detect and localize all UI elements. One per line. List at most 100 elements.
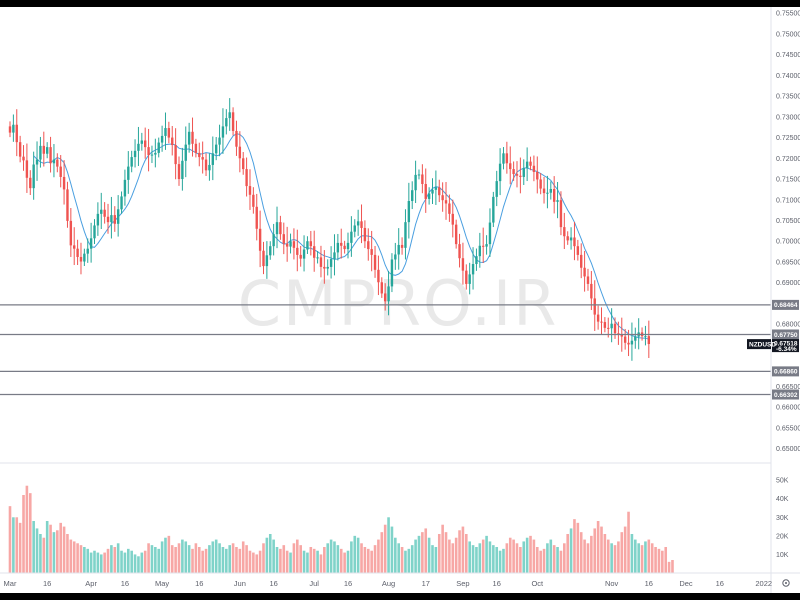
volume-bar	[299, 545, 302, 573]
settings-gear-icon[interactable]	[782, 579, 790, 587]
candle-body	[299, 254, 302, 259]
candle	[147, 128, 150, 172]
candle	[306, 236, 309, 254]
volume-bar	[32, 521, 35, 573]
time-tick-label: 16	[195, 579, 203, 588]
candle-body	[600, 321, 603, 323]
candle-body	[532, 165, 536, 172]
volume-bar	[400, 547, 404, 573]
candle	[8, 121, 12, 138]
candle	[512, 161, 515, 181]
level-price-tag-box	[772, 329, 799, 340]
volume-bar	[157, 548, 161, 573]
candle-body	[427, 193, 431, 199]
volume-bar	[437, 534, 441, 573]
volume-bar	[610, 543, 613, 573]
volume-bar	[566, 534, 569, 573]
volume-bar	[424, 528, 428, 573]
horizontal-levels[interactable]	[0, 304, 771, 396]
volume-bar	[441, 524, 444, 573]
candle	[383, 283, 387, 311]
volume-bar	[661, 550, 664, 573]
volume-bar	[12, 517, 15, 573]
volume-bar	[201, 550, 204, 573]
volume-bar	[174, 547, 177, 573]
candle-body	[184, 144, 187, 161]
volume-bar	[59, 522, 62, 573]
volume-bar	[137, 556, 140, 573]
candle-body	[586, 276, 590, 284]
candle	[49, 136, 52, 173]
candle	[475, 248, 478, 271]
candle	[566, 231, 569, 245]
volume-bar	[620, 532, 624, 573]
volume-bar	[96, 552, 100, 573]
volume-bar	[231, 543, 235, 573]
candle	[387, 270, 390, 316]
candle-body	[83, 253, 86, 262]
volume-bar	[289, 552, 292, 573]
candle	[427, 187, 431, 205]
volume-bar	[204, 548, 208, 573]
candle-body	[495, 181, 498, 197]
candle	[248, 169, 252, 210]
volume-tick-label: 10K	[776, 552, 789, 559]
candle-body	[231, 112, 235, 131]
volume-bar	[535, 547, 539, 573]
price-axis[interactable]: 0.75500 0.75000 0.74500 0.74000 0.73500 0.730…	[776, 11, 800, 453]
candle	[184, 126, 187, 178]
candle	[509, 146, 512, 185]
volume-bar	[627, 511, 630, 573]
candle	[613, 317, 617, 339]
candle	[340, 228, 343, 259]
volume-bar	[160, 541, 164, 573]
candle-body	[536, 171, 539, 180]
candle	[140, 132, 144, 151]
volume-bar	[410, 545, 414, 573]
volume-axis: 50K 40K 30K 20K 10K	[776, 478, 789, 559]
volume-bar	[363, 547, 367, 573]
candle	[323, 250, 326, 284]
volume-bar	[468, 541, 471, 573]
candle	[228, 98, 231, 131]
candle	[424, 168, 427, 213]
volume-bar	[133, 554, 137, 573]
volume-bar	[647, 539, 651, 573]
candle	[120, 191, 123, 214]
candle	[59, 155, 62, 188]
volume-bar	[66, 534, 69, 573]
symbol-tag: NZDUSD	[747, 339, 776, 350]
candle-body	[319, 257, 323, 267]
candle-body	[252, 194, 255, 207]
volume-bar	[356, 537, 360, 573]
volume-bar	[262, 543, 265, 573]
volume-bar	[143, 550, 147, 573]
candle	[157, 137, 160, 158]
candle-body	[482, 245, 485, 247]
volume-bar	[248, 550, 252, 573]
volume-bar	[225, 548, 228, 573]
candle	[93, 219, 96, 244]
volume-bar	[579, 532, 583, 573]
candle-body	[627, 342, 630, 345]
price-tick-label: 0.68000	[776, 322, 800, 329]
volume-bar	[586, 543, 590, 573]
candle	[83, 248, 86, 267]
time-axis[interactable]: Mar 16 Apr 16 May 16 Jun 16 Jul 16 Aug 17 Sep 16 Oct No…	[4, 579, 773, 588]
candle-body	[394, 254, 397, 260]
candle-body	[573, 237, 576, 247]
volume-bar	[238, 548, 242, 573]
candle-body	[569, 237, 573, 241]
candle	[515, 161, 519, 188]
candle	[62, 160, 66, 205]
price-chart[interactable]: CMPRO.IR 0.755000.750000.745000.740000.7…	[0, 7, 800, 593]
candle	[296, 229, 299, 272]
candle-body	[438, 187, 441, 196]
candle-body	[167, 128, 171, 138]
candle	[404, 209, 407, 260]
volume-bar	[265, 537, 269, 573]
candle	[394, 242, 397, 270]
candle	[414, 160, 417, 204]
volume-bar	[319, 554, 323, 573]
candle	[269, 241, 272, 260]
